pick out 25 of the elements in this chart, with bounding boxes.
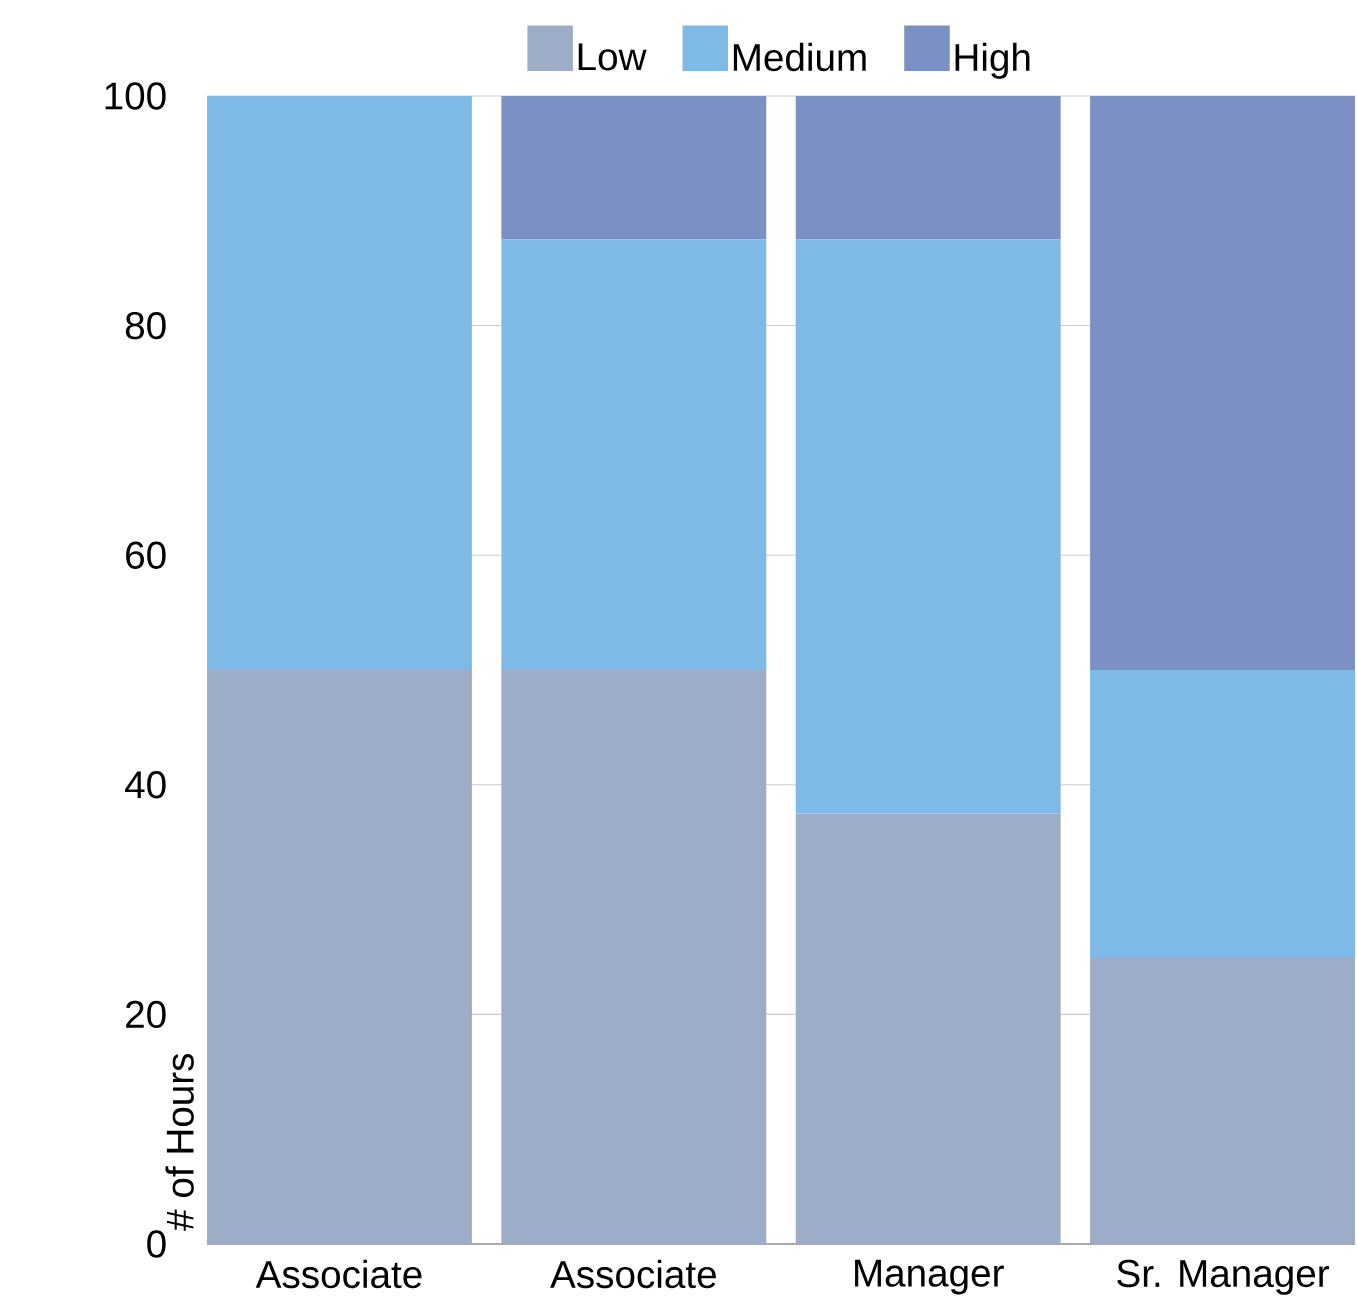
legend-label: Low [578, 43, 647, 71]
bar [1090, 670, 1356, 957]
y-tick-label: 60 [126, 541, 166, 569]
bar [1090, 95, 1356, 670]
bar [501, 239, 767, 670]
y-axis-title: # of Hours [165, 1053, 194, 1231]
bar [207, 95, 472, 670]
bar [795, 239, 1061, 814]
bar [1090, 957, 1356, 1244]
bar [795, 813, 1061, 1244]
y-tick-label: 100 [105, 82, 166, 110]
x-tick-label: Sr. Manager [1117, 1259, 1329, 1295]
y-tick-label: 0 [147, 1230, 166, 1258]
y-tick-label: 40 [125, 771, 166, 799]
y-tick-label: 80 [125, 311, 166, 340]
x-tick-label: Associate [255, 1259, 422, 1289]
x-tick-label: Associate [550, 1259, 716, 1289]
x-tick-label: Manager [855, 1259, 1004, 1295]
y-tick-label: 20 [126, 1000, 166, 1029]
legend-label: Medium [733, 42, 866, 72]
bar [501, 670, 767, 1244]
bar [795, 95, 1061, 240]
bar [501, 95, 767, 240]
bar [207, 670, 472, 1244]
legend-label: High [955, 42, 1030, 79]
